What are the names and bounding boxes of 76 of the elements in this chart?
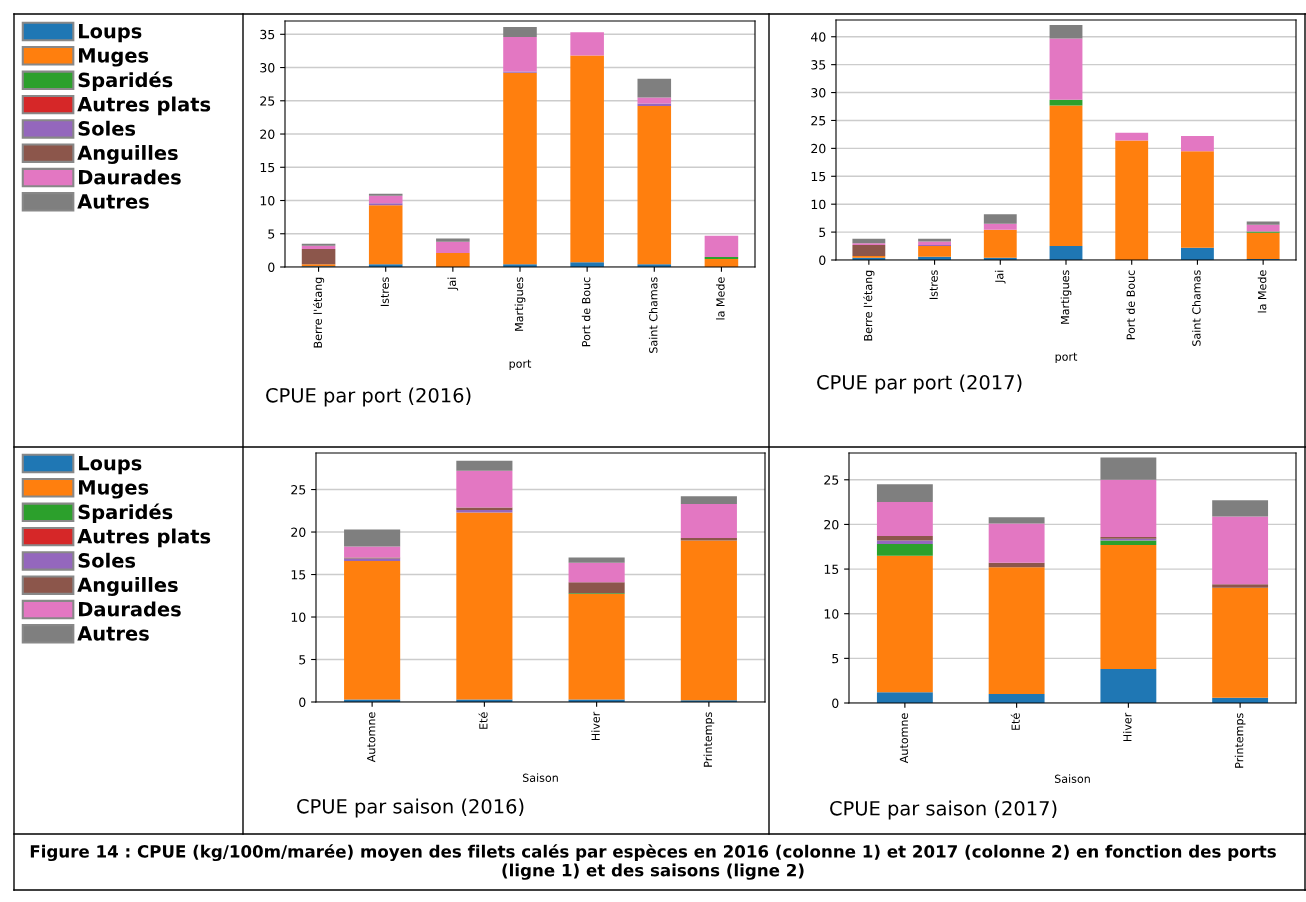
x-tick-label: Martigues (1060, 270, 1072, 324)
text: CPUE par saison (2016) (297, 798, 524, 818)
y-tick-label: 35 (260, 29, 275, 40)
legend-label: Sparidés (78, 71, 173, 92)
y-tick-label: 5 (832, 653, 839, 664)
y-tick-label: 25 (824, 475, 839, 485)
y-tick-label: 40 (810, 32, 826, 42)
text: CPUE par port (2017) (817, 374, 1022, 394)
x-tick-label: Istres (929, 270, 938, 299)
legend-label: Sparidés (78, 503, 173, 524)
x-tick-label: Eté (478, 712, 488, 729)
x-tick-label: Istres (380, 277, 389, 306)
x-tick-label: la Mede (716, 277, 725, 320)
x-axis-title: port (1055, 352, 1078, 363)
legend-label: Loups (79, 23, 142, 43)
x-tick-label: la Mede (1257, 270, 1267, 313)
legend-label: Muges (79, 48, 149, 67)
y-tick-label: 5 (299, 655, 306, 665)
x-tick-label: Saint Chamas (648, 277, 658, 353)
x-axis-title: Saison (1054, 774, 1090, 783)
x-tick-label: Saint Chamas (1192, 270, 1201, 346)
text: CPUE par saison (2017) (830, 800, 1057, 820)
y-tick-label: 30 (260, 63, 275, 73)
y-tick-label: 35 (811, 60, 826, 70)
x-tick-label: Berre l'étang (312, 277, 325, 348)
y-tick-label: 15 (291, 570, 306, 580)
legend-label: Autres (77, 626, 149, 641)
y-tick-label: 15 (260, 162, 275, 173)
legend-label: Autres (77, 194, 149, 209)
y-tick-label: 25 (291, 485, 306, 495)
y-tick-label: 20 (260, 129, 275, 139)
y-tick-label: 5 (268, 229, 275, 239)
y-tick-label: 15 (811, 171, 826, 182)
x-tick-label: Hiver (591, 711, 600, 741)
legend-label: Soles (78, 120, 136, 136)
y-tick-label: 20 (291, 527, 306, 537)
x-axis-title: port (509, 359, 532, 370)
y-tick-label: 5 (819, 227, 826, 238)
legend-label: Anguilles (77, 145, 178, 165)
y-tick-label: 0 (819, 255, 826, 265)
y-tick-label: 10 (260, 195, 275, 206)
x-tick-label: Printemps (703, 712, 715, 767)
caption: Figure 14 : CPUE (kg/100m/marée) moyen des filets calés par espèces en 2016 (colonne 1) et 2017 (colonne 2) en fonction des ports (ligne 1) et des saisons (ligne 2) (30, 844, 1276, 880)
legend-label: Daurades (79, 169, 181, 185)
x-tick-label: Automne (899, 713, 909, 764)
legend-label: Muges (79, 480, 149, 499)
y-tick-label: 30 (811, 88, 826, 98)
y-tick-label: 0 (832, 698, 839, 708)
x-tick-label: Jai (447, 277, 459, 291)
legend-label: Autres plats (77, 96, 211, 116)
legend-label: Soles (78, 552, 136, 568)
y-tick-label: 20 (811, 143, 826, 154)
x-tick-label: Automne (367, 712, 376, 763)
y-tick-label: 10 (811, 199, 826, 210)
x-tick-label: Berre l'étang (863, 270, 875, 341)
x-axis-title: Saison (522, 773, 558, 782)
legend-label: Loups (79, 455, 142, 475)
y-tick-label: 10 (291, 612, 306, 622)
legend-label: Autres plats (77, 528, 211, 548)
y-tick-label: 25 (811, 115, 826, 126)
x-tick-label: Port de Bouc (581, 277, 591, 347)
legend-label: Anguilles (77, 577, 178, 597)
x-tick-label: Hiver (1123, 712, 1132, 742)
y-tick-label: 0 (268, 262, 275, 272)
y-tick-label: 25 (260, 96, 275, 106)
legend-label: Daurades (79, 601, 181, 617)
y-tick-label: 0 (299, 697, 306, 707)
y-tick-label: 20 (824, 519, 839, 530)
x-tick-label: Jai (994, 270, 1006, 284)
x-tick-label: Eté (1010, 713, 1020, 730)
text: CPUE par port (2016) (266, 387, 471, 407)
y-tick-label: 15 (824, 564, 839, 574)
x-tick-label: Martigues (514, 277, 526, 331)
x-tick-label: Port de Bouc (1126, 270, 1135, 340)
y-tick-label: 10 (824, 609, 839, 619)
x-tick-label: Printemps (1234, 713, 1246, 768)
